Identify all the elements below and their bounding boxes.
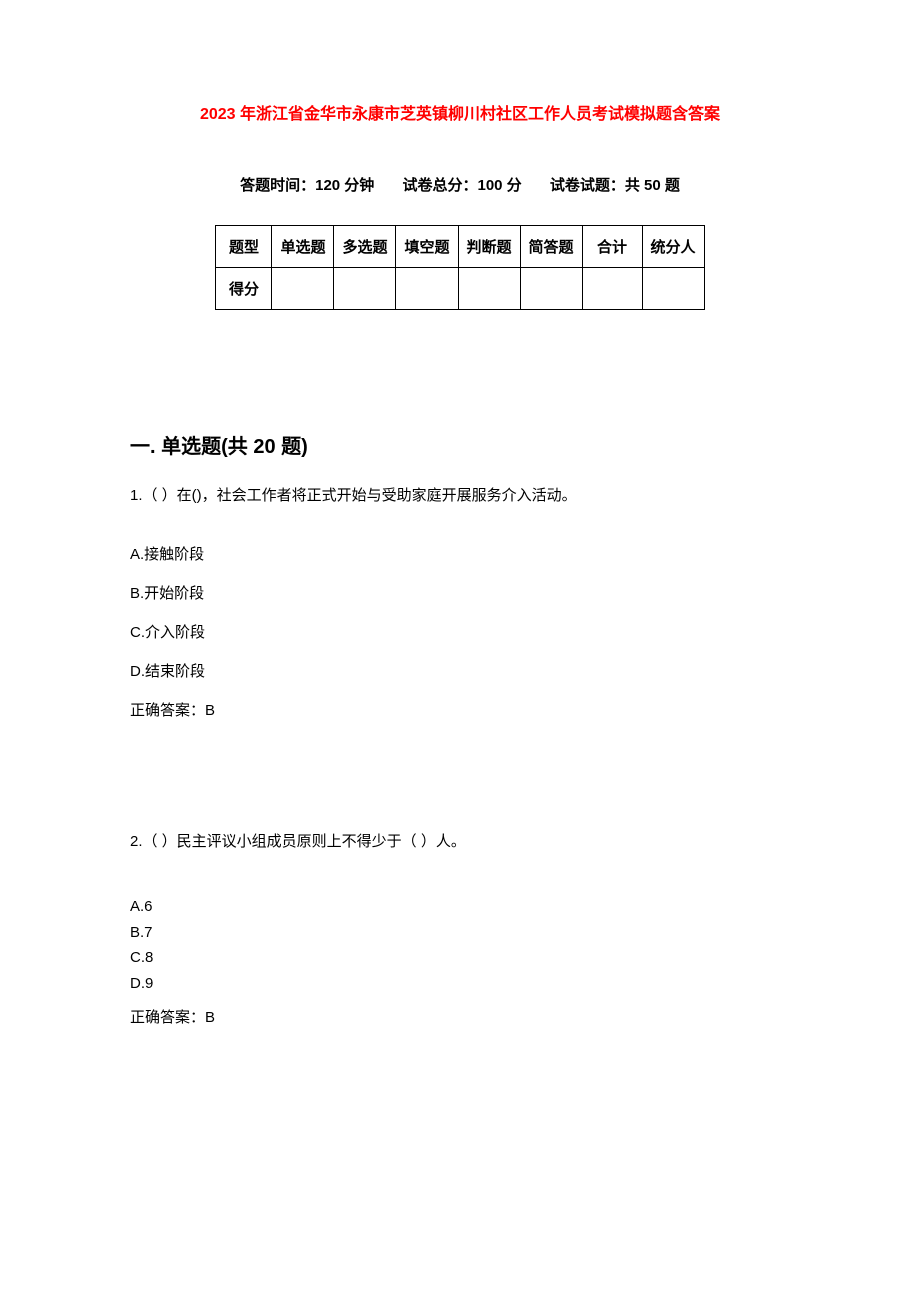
table-cell-empty	[520, 268, 582, 310]
options-list: A.接触阶段 B.开始阶段 C.介入阶段 D.结束阶段	[130, 543, 790, 681]
option-c: C.8	[130, 945, 790, 971]
table-cell: 多选题	[334, 226, 396, 268]
option-a: A.6	[130, 894, 790, 920]
table-cell-empty	[334, 268, 396, 310]
table-cell-empty	[582, 268, 642, 310]
table-cell-empty	[458, 268, 520, 310]
table-cell: 得分	[216, 268, 272, 310]
question-text: 2.（ ）民主评议小组成员原则上不得少于（ ）人。	[130, 830, 790, 854]
option-d: D.9	[130, 971, 790, 997]
table-cell: 填空题	[396, 226, 458, 268]
table-cell: 单选题	[272, 226, 334, 268]
table-cell: 统分人	[642, 226, 704, 268]
exam-meta: 答题时间：120 分钟 试卷总分：100 分 试卷试题：共 50 题	[130, 174, 790, 195]
question-block-1: 1.（ ）在()，社会工作者将正式开始与受助家庭开展服务介入活动。 A.接触阶段…	[130, 484, 790, 720]
option-d: D.结束阶段	[130, 660, 790, 681]
total-score: 试卷总分：100 分	[402, 177, 521, 194]
table-cell-empty	[642, 268, 704, 310]
table-cell: 判断题	[458, 226, 520, 268]
table-cell: 题型	[216, 226, 272, 268]
correct-answer: 正确答案：B	[130, 1006, 790, 1027]
table-cell: 简答题	[520, 226, 582, 268]
options-list: A.6 B.7 C.8 D.9	[130, 894, 790, 996]
option-b: B.开始阶段	[130, 582, 790, 603]
score-table: 题型 单选题 多选题 填空题 判断题 简答题 合计 统分人 得分	[215, 225, 704, 310]
option-b: B.7	[130, 920, 790, 946]
question-count: 试卷试题：共 50 题	[550, 177, 680, 194]
question-text: 1.（ ）在()，社会工作者将正式开始与受助家庭开展服务介入活动。	[130, 484, 790, 508]
option-a: A.接触阶段	[130, 543, 790, 564]
document-title: 2023 年浙江省金华市永康市芝英镇柳川村社区工作人员考试模拟题含答案	[130, 100, 790, 124]
table-cell: 合计	[582, 226, 642, 268]
section-heading: 一. 单选题(共 20 题)	[130, 430, 790, 459]
table-cell-empty	[272, 268, 334, 310]
table-cell-empty	[396, 268, 458, 310]
time-limit: 答题时间：120 分钟	[240, 177, 374, 194]
option-c: C.介入阶段	[130, 621, 790, 642]
correct-answer: 正确答案：B	[130, 699, 790, 720]
table-header-row: 题型 单选题 多选题 填空题 判断题 简答题 合计 统分人	[216, 226, 704, 268]
table-score-row: 得分	[216, 268, 704, 310]
question-block-2: 2.（ ）民主评议小组成员原则上不得少于（ ）人。 A.6 B.7 C.8 D.…	[130, 830, 790, 1027]
